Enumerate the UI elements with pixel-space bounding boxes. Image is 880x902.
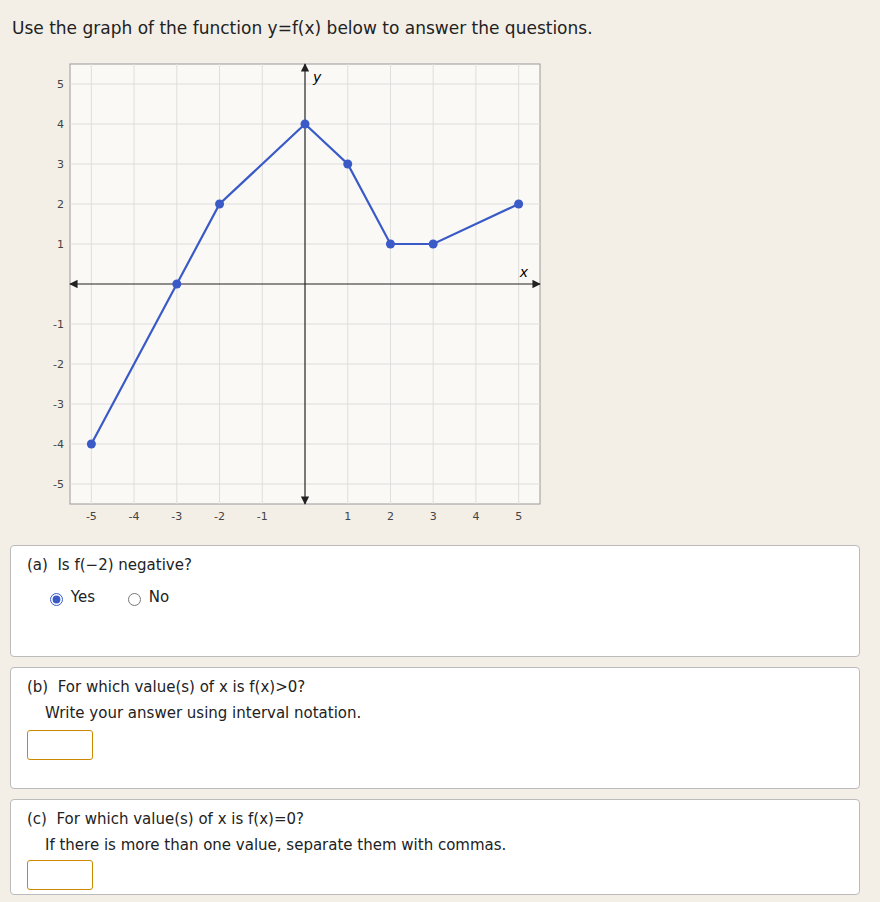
question-text: Write your answer using interval notatio… — [45, 704, 843, 722]
x-axis-label: x — [519, 264, 529, 280]
y-tick-label: -3 — [53, 398, 64, 411]
plot-frame — [70, 64, 540, 504]
series — [87, 120, 523, 449]
radios: Yes No — [45, 588, 843, 606]
y-axis-label: y — [312, 69, 322, 85]
point — [215, 200, 224, 209]
x-tick-label: -1 — [257, 510, 268, 523]
x-tick-label: -4 — [129, 510, 140, 523]
x-tick-label: -5 — [86, 510, 97, 523]
y-tick-label: -5 — [53, 478, 64, 491]
y-axis — [304, 64, 305, 504]
point — [514, 200, 523, 209]
y-tick-label: -1 — [53, 318, 64, 331]
point — [172, 280, 181, 289]
y-tick-label: 1 — [57, 238, 64, 251]
graph: -5 -4 -3 -2 -1 1 2 3 4 5 -5 -4 -3 -2 -1 1 2 3 4 5 x y — [30, 54, 570, 534]
answer-input[interactable] — [27, 730, 93, 760]
y-tick-label: 5 — [57, 78, 64, 91]
radio-label: Yes — [66, 588, 95, 606]
y-tick-label: -2 — [53, 358, 64, 371]
x-tick-label: -3 — [171, 510, 182, 523]
input-wrap — [27, 860, 843, 890]
box: (c) For which value(s) of x is f(x)=0? If… — [10, 799, 860, 895]
radio-option[interactable]: Yes — [45, 588, 95, 606]
radio-label: No — [144, 588, 169, 606]
point — [386, 240, 395, 249]
x-tick-label: -2 — [214, 510, 225, 523]
question-text: (c) For which value(s) of x is f(x)=0? — [27, 810, 843, 828]
radio[interactable] — [128, 593, 141, 606]
answer-input[interactable] — [27, 860, 93, 890]
x-tick-label: 5 — [515, 510, 522, 523]
x-tick-label: 3 — [430, 510, 437, 523]
question-text: (a) Is f(−2) negative? — [27, 556, 843, 574]
point — [301, 120, 310, 129]
line — [91, 124, 518, 444]
question-text: (b) For which value(s) of x is f(x)>0? — [27, 678, 843, 696]
y-tick-label: 3 — [57, 158, 64, 171]
point — [343, 160, 352, 169]
point — [429, 240, 438, 249]
x-tick-label: 1 — [344, 510, 351, 523]
box: (a) Is f(−2) negative? Yes No — [10, 545, 860, 657]
y-tick-label: 2 — [57, 198, 64, 211]
x-tick-label: 2 — [387, 510, 394, 523]
question-text: If there is more than one value, separat… — [45, 836, 843, 854]
y-tick-label: 4 — [57, 118, 64, 131]
title: Use the graph of the function y=f(x) bel… — [12, 18, 593, 38]
point — [87, 440, 96, 449]
radio-option[interactable]: No — [123, 588, 169, 606]
radio[interactable] — [50, 593, 63, 606]
y-tick-label: -4 — [53, 438, 64, 451]
x-tick-label: 4 — [472, 510, 479, 523]
box: (b) For which value(s) of x is f(x)>0? Wr… — [10, 667, 860, 789]
